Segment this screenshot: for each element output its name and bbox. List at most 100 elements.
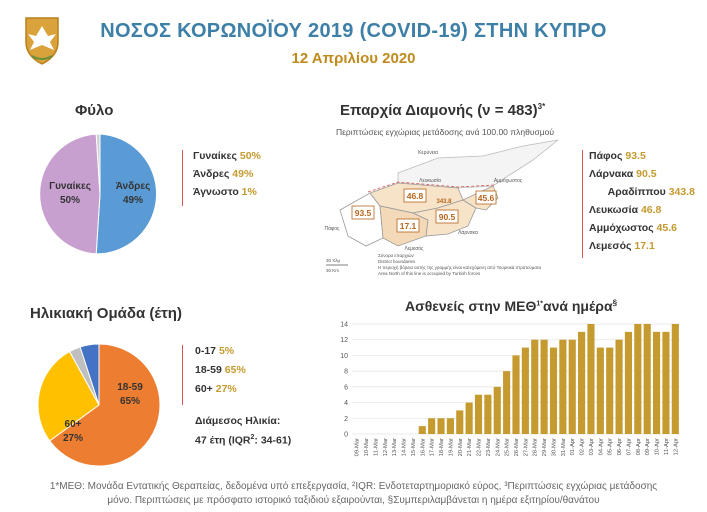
x-tick-label: 11-Apr [664, 438, 670, 455]
pie-slice-60-plus [37, 350, 100, 442]
x-tick-label: 22-Mar [477, 438, 483, 456]
x-tick-label: 17-Mar [430, 438, 436, 456]
y-tick-label: 2 [344, 416, 348, 423]
icu-chart-title: Ασθενείς στην ΜΕΘ1*ανά ημέρα§ [405, 298, 618, 314]
pie-slice-unknown [95, 133, 101, 195]
x-tick-label: 10-Apr [655, 438, 661, 455]
median-age-label: Διάμεσος Ηλικία: [195, 415, 281, 427]
y-tick-label: 6 [344, 384, 348, 391]
legend-item: 0-17 5% [195, 345, 235, 357]
x-tick-label: 11-Mar [373, 438, 379, 456]
svg-text:93.5: 93.5 [355, 208, 372, 218]
x-tick-label: 01-Apr [570, 438, 576, 455]
bar-icu-12-Apr [671, 324, 679, 434]
pie-label-female-pct: 50% [60, 195, 80, 206]
bar-icu-31-Mar [559, 339, 567, 434]
legend-item: 18-59 65% [195, 364, 246, 376]
x-tick-label: 18-Mar [439, 438, 445, 456]
svg-text:Πάφος: Πάφος [325, 225, 341, 232]
x-tick-label: 31-Mar [561, 438, 567, 456]
bar-icu-26-Mar [512, 355, 520, 434]
bar-icu-02-Apr [578, 331, 586, 434]
svg-text:Κερύνεια: Κερύνεια [418, 149, 438, 156]
pie-slice-female [39, 133, 101, 255]
x-tick-label: 21-Mar [467, 438, 473, 456]
bar-icu-10-Apr [653, 331, 661, 434]
y-tick-label: 0 [344, 432, 348, 439]
pie-label-senior-pct: 27% [63, 433, 83, 444]
bar-icu-27-Mar [521, 347, 529, 434]
bar-icu-07-Apr [624, 331, 633, 434]
bar-icu-08-Apr [634, 324, 642, 434]
svg-text:Η περιοχή βόρεια αυτής της γρα: Η περιοχή βόρεια αυτής της γραμμής είναι… [378, 264, 542, 270]
x-tick-label: 19-Mar [448, 438, 454, 456]
x-tick-label: 25-Mar [505, 438, 511, 456]
x-tick-label: 12-Mar [383, 438, 389, 456]
x-tick-label: 02-Apr [580, 438, 586, 455]
bar-icu-30-Mar [549, 347, 558, 434]
svg-text:90.5: 90.5 [439, 212, 456, 222]
svg-text:Λάρνακα: Λάρνακα [458, 229, 478, 236]
report-date: 12 Απριλίου 2020 [291, 50, 416, 67]
legend-item: Άνδρες 49% [193, 168, 254, 180]
svg-text:District boundaries: District boundaries [378, 259, 416, 264]
pie-label-female: Γυναίκες [49, 181, 91, 192]
x-tick-label: 07-Apr [626, 438, 632, 455]
bar-icu-17-Mar [428, 418, 436, 434]
x-tick-label: 23-Mar [486, 438, 492, 456]
x-tick-label: 03-Apr [589, 438, 595, 455]
bar-icu-28-Mar [531, 339, 539, 434]
bar-icu-22-Mar [474, 394, 483, 434]
x-tick-label: 29-Mar [542, 438, 548, 456]
y-tick-label: 12 [340, 337, 348, 344]
y-tick-label: 4 [344, 400, 348, 407]
gender-pie-chart: Γυναίκες 50% Άνδρες 49% [39, 133, 158, 255]
bar-icu-24-Mar [493, 386, 501, 434]
x-tick-label: 14-Mar [402, 438, 408, 456]
svg-text:Λευκωσία: Λευκωσία [419, 178, 441, 184]
icu-bar-chart: 0 2 4 6 8 10 12 14 09-Mar 10-Mar 11-Mar 12-Mar 13-Ma… [340, 322, 680, 456]
svg-text:30 Km: 30 Km [326, 268, 339, 273]
bar-icu-18-Mar [437, 418, 445, 434]
x-tick-label: 09-Apr [645, 438, 651, 455]
age-pie-slices [37, 343, 161, 467]
x-tick-label: 10-Mar [364, 438, 370, 456]
x-tick-label: 24-Mar [495, 438, 501, 456]
page-title: ΝΟΣΟΣ ΚΟΡΩΝΟΪΟΥ 2019 (COVID-19) ΣΤΗΝ ΚΥΠ… [100, 20, 607, 42]
district-subtitle: Περιπτώσεις εγχώριας μετάδοσης ανά 100.0… [335, 127, 555, 137]
cyprus-district-map: 46.8 93.5 17.1 90.5 45.6 343.8 Κερύνεια … [325, 139, 559, 276]
pie-slice-18-59 [48, 343, 161, 467]
bar-icu-20-Mar [456, 410, 464, 434]
svg-text:45.6: 45.6 [478, 193, 495, 203]
age-pie-chart: 18-59 65% 60+ 27% [37, 343, 161, 467]
x-tick-label: 05-Apr [608, 438, 614, 455]
x-tick-label: 20-Mar [458, 438, 464, 456]
x-tick-label: 13-Mar [392, 438, 398, 456]
svg-text:Αμμόχωστος: Αμμόχωστος [494, 177, 523, 184]
legend-item: Αραδίππου 343.8 [607, 186, 695, 198]
pie-label-senior: 60+ [65, 419, 82, 430]
legend-item: Πάφος 93.5 [589, 150, 646, 162]
svg-text:Area North of this line is occ: Area North of this line is occupied by T… [378, 271, 481, 276]
bar-icu-09-Apr [643, 324, 651, 434]
pie-label-male-pct: 49% [123, 195, 143, 206]
bar-icu-03-Apr [587, 324, 595, 434]
x-tick-label: 09-Mar [355, 438, 361, 456]
legend-item: Λάρνακα 90.5 [589, 168, 657, 180]
legend-item: Λευκωσία 46.8 [589, 204, 662, 216]
bar-icu-21-Mar [465, 402, 473, 434]
legend-item: Αμμόχωστος 45.6 [589, 222, 677, 234]
legend-item: Γυναίκες 50% [193, 150, 261, 162]
pie-label-adult-pct: 65% [120, 396, 140, 407]
pie-label-male: Άνδρες [116, 181, 151, 192]
legend-item: 60+ 27% [195, 383, 237, 395]
coat-of-arms-logo [18, 12, 66, 68]
bar-icu-05-Apr [606, 347, 614, 434]
bar-icu-19-Mar [446, 418, 454, 434]
district-section-title: Επαρχία Διαμονής (ν = 483)3* [340, 102, 546, 119]
age-section-title: Ηλικιακή Ομάδα (έτη) [30, 305, 182, 322]
x-tick-label: 04-Apr [598, 438, 604, 455]
bar-icu-29-Mar [540, 339, 548, 434]
bar-icu-25-Mar [503, 371, 511, 434]
bar-icu-16-Mar [418, 426, 426, 434]
